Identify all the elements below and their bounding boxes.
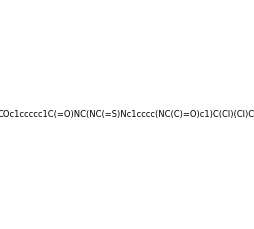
Text: COc1ccccc1C(=O)NC(NC(=S)Nc1cccc(NC(C)=O)c1)C(Cl)(Cl)Cl: COc1ccccc1C(=O)NC(NC(=S)Nc1cccc(NC(C)=O)… [0, 110, 254, 119]
